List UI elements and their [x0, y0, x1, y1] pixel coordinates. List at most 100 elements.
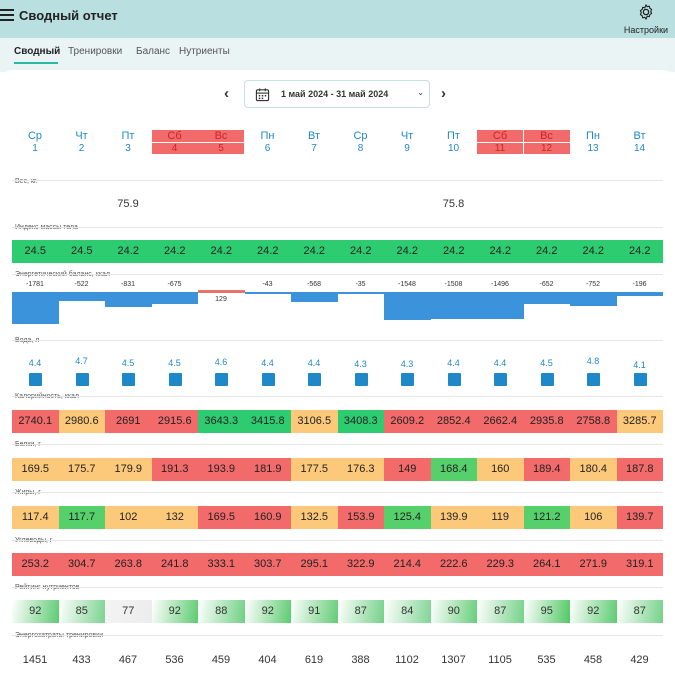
water-value: 4.4 [28, 358, 42, 369]
energy-balance-chart: -1781 -522 -831 -675 129 -43 -568 -35 -1548 -1508… [12, 280, 663, 328]
water-value: 4.8 [586, 355, 600, 366]
table-cell: 24.2 [570, 240, 617, 263]
day-column[interactable]: Пн 6 [245, 130, 291, 154]
table-cell: 24.5 [58, 240, 105, 263]
table-cell: 2691 [105, 410, 152, 433]
burn-value: 1102 [395, 654, 419, 666]
day-column[interactable]: Пт 10 [431, 130, 477, 154]
table-cell: 333.1 [198, 553, 245, 576]
day-name: Вт [633, 130, 646, 142]
water-value: 4.4 [307, 358, 321, 369]
day-column[interactable]: Пн 13 [570, 130, 616, 154]
tab-workouts[interactable]: Тренировки [68, 46, 123, 57]
next-period-button[interactable]: › [441, 85, 446, 102]
day-column[interactable]: Ср 1 [12, 130, 58, 154]
date-range-select[interactable]: 1 май 2024 - 31 май 2024 ⌄ [244, 80, 430, 108]
burn-value: 429 [630, 654, 649, 666]
day-name: Пн [260, 130, 275, 142]
table-cell: 160 [477, 458, 524, 481]
table-cell: 149 [384, 458, 431, 481]
water-glass-icon [308, 373, 321, 386]
protein-row: 169.5 175.7 179.9 191.3 193.9 181.9 177.5 176.3… [12, 458, 663, 481]
day-column[interactable]: Чт 2 [59, 130, 105, 154]
energy-bar [477, 292, 524, 319]
table-cell: 176.3 [337, 458, 384, 481]
table-cell: 253.2 [12, 553, 59, 576]
water-value: 4.6 [214, 357, 228, 367]
burn-value: 433 [72, 654, 91, 666]
table-cell: 125.4 [384, 506, 431, 529]
table-cell: 24.2 [337, 240, 384, 263]
day-column[interactable]: Вс 5 [198, 130, 244, 154]
tab-summary[interactable]: Сводный [14, 46, 61, 57]
divider [12, 396, 663, 397]
day-column[interactable]: Сб 11 [477, 130, 523, 154]
prev-period-button[interactable]: ‹ [224, 85, 229, 102]
table-cell: 319.1 [616, 553, 663, 576]
rating-cell: 87 [337, 600, 384, 623]
energy-value: -196 [632, 281, 647, 288]
table-cell: 3415.8 [244, 410, 291, 433]
burn-value: 388 [351, 654, 370, 666]
table-cell: 175.7 [58, 458, 105, 481]
carbs-row: 253.2 304.7 263.8 241.8 333.1 303.7 295.1 322.9… [12, 553, 663, 576]
burn-value: 459 [211, 654, 231, 666]
burn-value: 1307 [441, 654, 466, 666]
tab-nutrients[interactable]: Нутриенты [179, 46, 230, 57]
table-cell: 177.5 [291, 458, 338, 481]
burn-value: 1105 [488, 654, 512, 666]
day-number: 5 [198, 143, 244, 154]
table-cell: 119 [477, 506, 524, 529]
day-column[interactable]: Вт 7 [291, 130, 337, 154]
table-cell: 24.2 [430, 240, 477, 263]
hamburger-menu-icon[interactable] [0, 7, 16, 23]
table-cell: 2609.2 [384, 410, 431, 433]
day-column[interactable]: Чт 9 [384, 130, 430, 154]
table-cell: 139.9 [430, 506, 477, 529]
water-glass-icon [587, 373, 600, 386]
day-name: Сб [151, 130, 198, 142]
day-column[interactable]: Вт 14 [617, 130, 663, 154]
table-cell: 24.2 [616, 240, 663, 263]
day-number: 7 [311, 143, 317, 154]
day-column[interactable]: Сб 4 [151, 130, 198, 154]
day-column[interactable]: Вс 12 [523, 130, 570, 154]
day-column[interactable]: Ср 8 [338, 130, 384, 154]
table-cell: 117.4 [12, 506, 59, 529]
water-glass-icon [447, 373, 461, 386]
rating-cell: 77 [105, 600, 152, 623]
day-name: Вс [523, 130, 570, 142]
page-title: Сводный отчет [19, 8, 118, 23]
day-column[interactable]: Пт 3 [105, 130, 151, 154]
energy-bar [244, 292, 291, 294]
energy-value: -675 [167, 281, 182, 288]
tab-balance[interactable]: Баланс [136, 46, 171, 57]
rating-cell: 95 [523, 600, 570, 623]
water-glass-icon [75, 373, 89, 386]
table-cell: 169.5 [12, 458, 59, 481]
table-cell: 181.9 [244, 458, 291, 481]
table-cell: 2662.4 [477, 410, 524, 433]
table-cell: 3285.7 [616, 410, 663, 433]
divider [12, 340, 663, 341]
day-number: 1 [32, 143, 38, 154]
divider [12, 227, 663, 228]
water-value: 4.3 [400, 358, 414, 369]
table-cell: 264.1 [523, 553, 570, 576]
table-cell: 3106.5 [291, 410, 338, 433]
table-cell: 3643.3 [198, 410, 245, 433]
table-cell: 24.2 [384, 240, 431, 263]
settings-button[interactable]: Настройки [620, 3, 672, 35]
day-name: Вс [198, 130, 244, 142]
rating-cell: 90 [430, 600, 477, 623]
rating-cell: 91 [291, 600, 338, 623]
water-value: 4.4 [261, 358, 274, 369]
energy-value: -1496 [491, 281, 509, 288]
day-number: 6 [264, 143, 271, 154]
calendar-icon [255, 88, 270, 102]
water-value: 4.5 [168, 357, 181, 368]
table-cell: 169.5 [198, 506, 245, 529]
burn-value: 458 [583, 654, 603, 666]
water-value: 4.1 [633, 360, 646, 370]
table-cell: 121.2 [523, 506, 570, 529]
